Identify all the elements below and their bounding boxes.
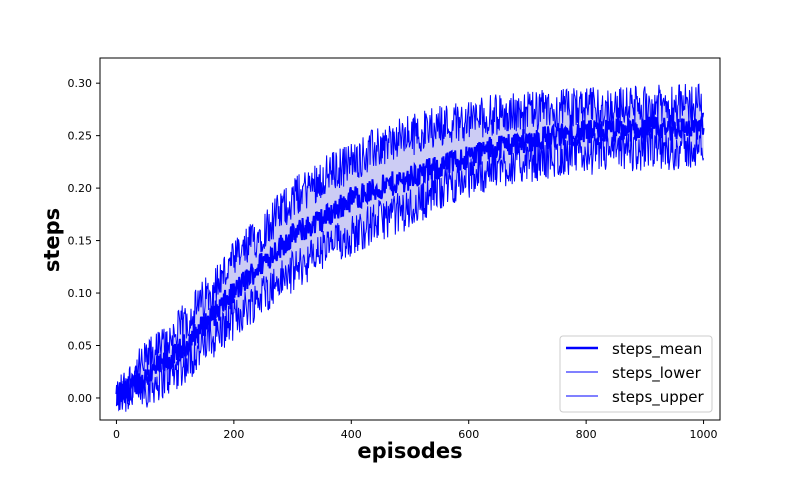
series-line-steps-lower <box>115 128 705 412</box>
legend-label-lower: steps_lower <box>612 364 702 383</box>
legend: steps_mean steps_lower steps_upper <box>559 335 713 413</box>
axes-frame <box>99 57 721 421</box>
y-tick-label: 0.20 <box>68 182 93 195</box>
legend-label-mean: steps_mean <box>612 340 702 359</box>
x-tick-label: 400 <box>341 428 362 441</box>
x-axis-title: episodes <box>357 439 462 463</box>
band-layer <box>116 84 704 412</box>
y-tick-label: 0.15 <box>68 235 93 248</box>
y-tick-label: 0.30 <box>68 77 93 90</box>
y-tick-label: 0.10 <box>68 287 93 300</box>
x-tick-label: 1000 <box>690 428 718 441</box>
x-tick-label: 0 <box>113 428 120 441</box>
series-line-steps-mean <box>115 113 705 406</box>
y-axis-title: steps <box>40 208 64 272</box>
legend-box <box>559 335 713 413</box>
x-tick-label: 200 <box>223 428 244 441</box>
x-tick-label: 800 <box>576 428 597 441</box>
x-tick-label: 600 <box>458 428 479 441</box>
x-axis: 0 200 400 600 800 1000 <box>113 420 718 441</box>
y-tick-label: 0.25 <box>68 130 93 143</box>
y-tick-label: 0.05 <box>68 340 93 353</box>
series-line-steps-upper <box>115 83 705 410</box>
confidence-band <box>116 84 704 412</box>
line-layer <box>115 83 705 412</box>
legend-label-upper: steps_upper <box>612 388 705 407</box>
y-axis: 0.00 0.05 0.10 0.15 0.20 0.25 0.30 <box>68 77 100 405</box>
y-tick-label: 0.00 <box>68 392 93 405</box>
